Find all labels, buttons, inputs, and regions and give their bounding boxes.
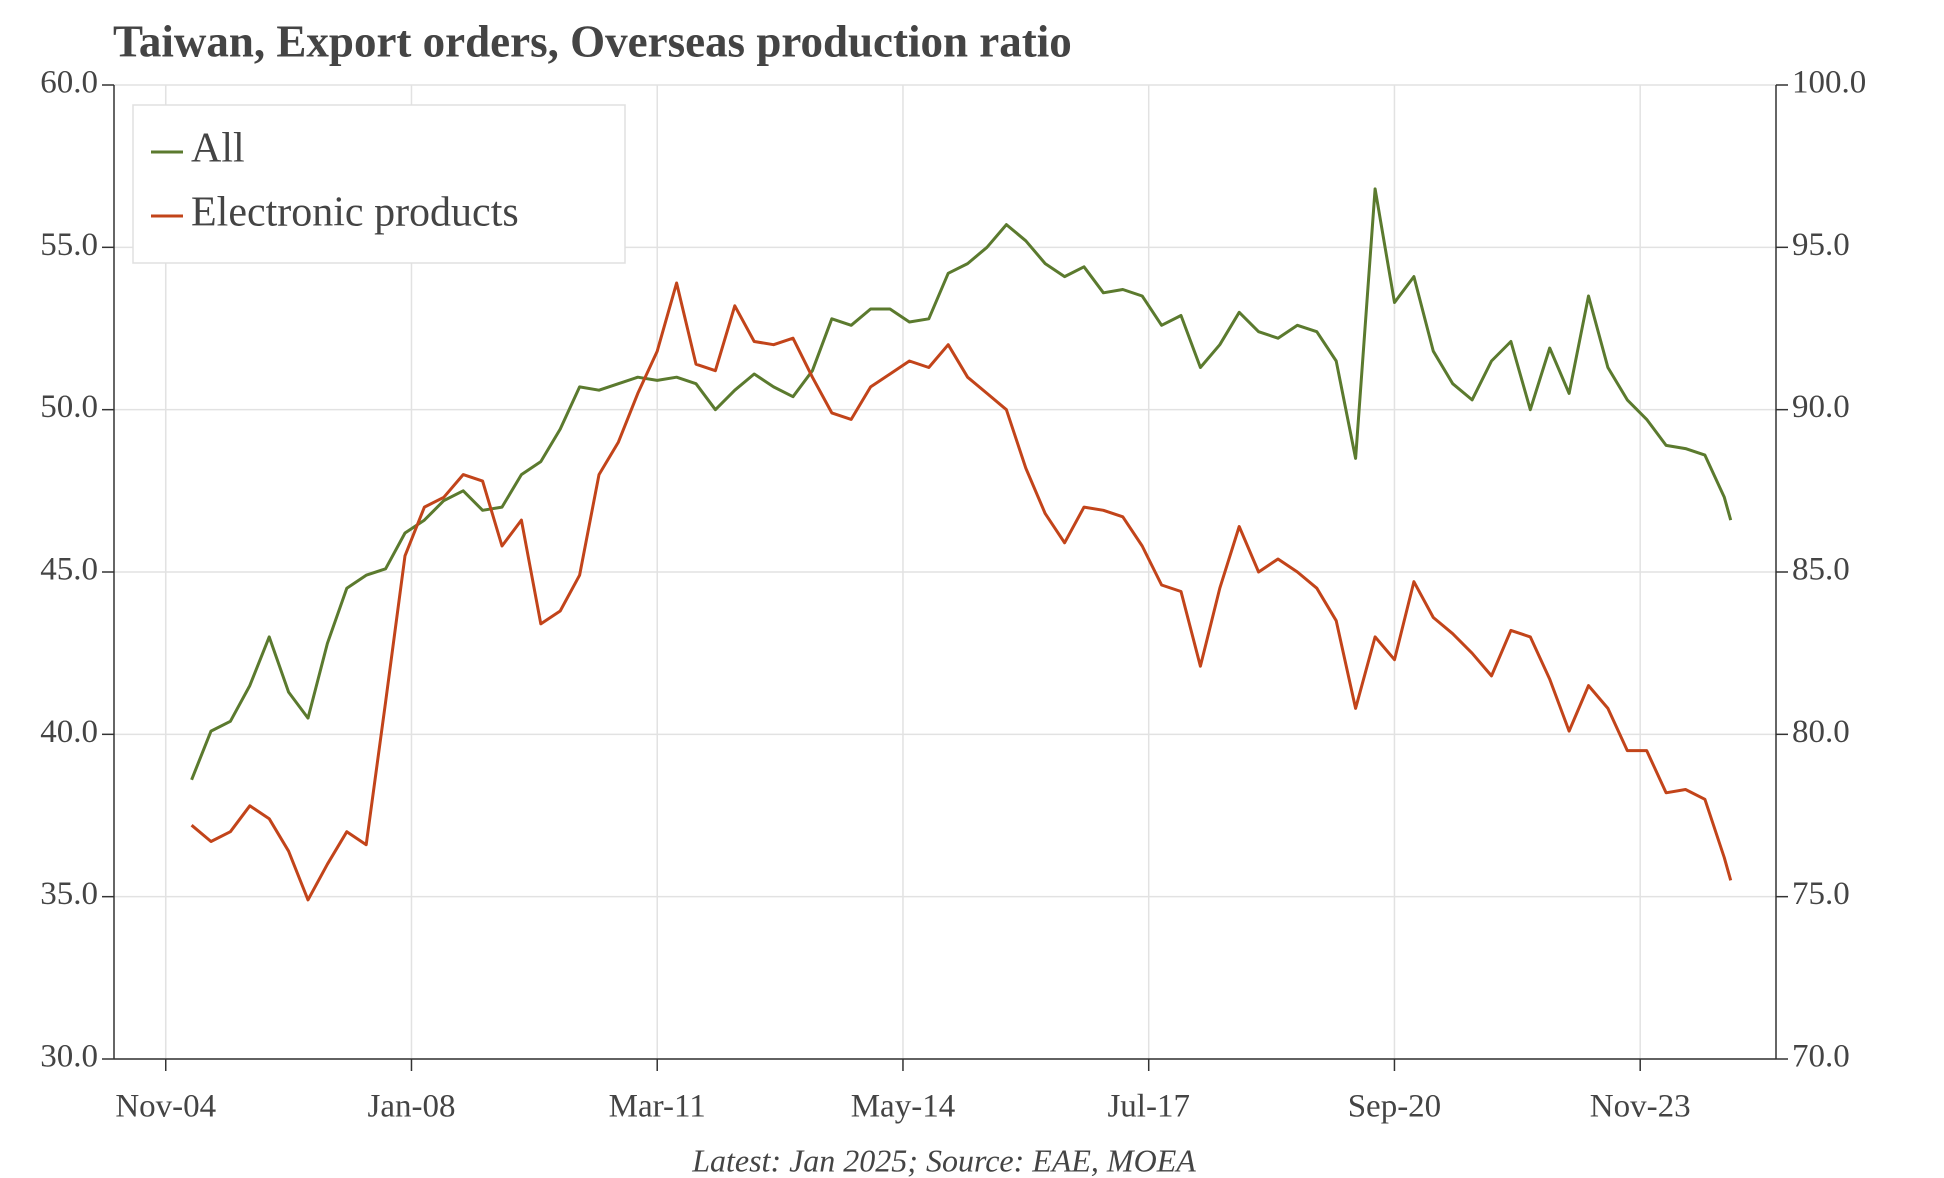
series-line <box>190 281 1733 902</box>
y2-tick-label: 95.0 <box>1792 227 1850 263</box>
x-tick-label: Jan-08 <box>367 1089 455 1125</box>
y-tick-label: 40.0 <box>40 714 98 750</box>
legend: All Electronic products <box>132 104 626 264</box>
x-tick-label: Sep-20 <box>1348 1089 1442 1125</box>
y-tick-label: 50.0 <box>40 389 98 425</box>
x-tick-label: Nov-23 <box>1590 1089 1691 1125</box>
x-tick-label: Jul-17 <box>1107 1089 1190 1125</box>
x-tick-label: Nov-04 <box>115 1089 216 1125</box>
legend-label: All <box>191 126 245 172</box>
x-tick-label: May-14 <box>851 1089 955 1125</box>
y-tick-label: 60.0 <box>40 65 98 101</box>
footnote: Latest: Jan 2025; Source: EAE, MOEA <box>691 1142 1196 1178</box>
series-line <box>190 187 1733 781</box>
y2-tick-label: 90.0 <box>1792 389 1850 425</box>
y-tick-label: 45.0 <box>40 552 98 588</box>
y2-tick-label: 85.0 <box>1792 552 1850 588</box>
y-tick-label: 55.0 <box>40 227 98 263</box>
y-tick-label: 30.0 <box>40 1039 98 1075</box>
y2-tick-label: 70.0 <box>1792 1039 1850 1075</box>
legend-box <box>132 104 626 264</box>
y2-tick-label: 80.0 <box>1792 714 1850 750</box>
x-tick-label: Mar-11 <box>609 1089 706 1125</box>
legend-label: Electronic products <box>191 190 519 236</box>
y-tick-label: 35.0 <box>40 876 98 912</box>
y2-tick-label: 75.0 <box>1792 876 1850 912</box>
y2-tick-label: 100.0 <box>1792 65 1866 101</box>
chart-title: Taiwan, Export orders, Overseas producti… <box>113 16 1072 66</box>
